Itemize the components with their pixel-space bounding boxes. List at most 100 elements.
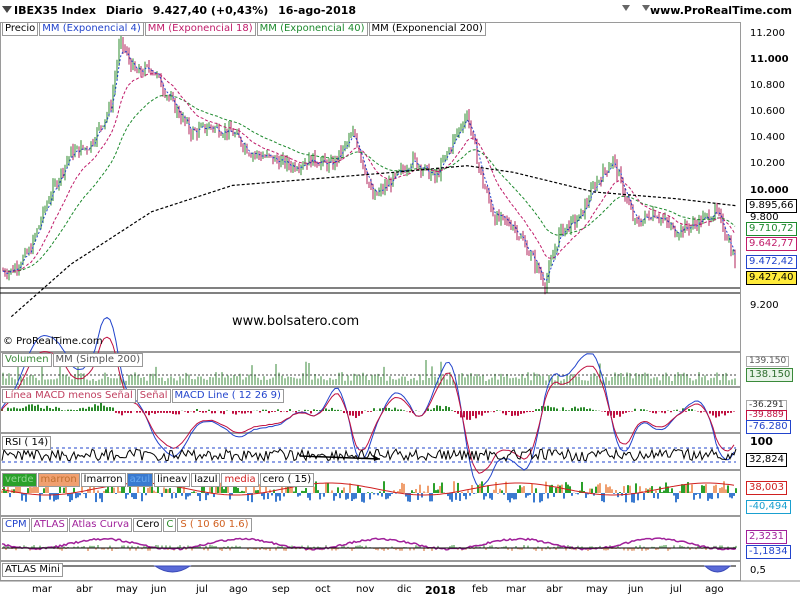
legend-azul[interactable]: azul — [126, 473, 154, 487]
legend-cero[interactable]: cero ( 15) — [259, 473, 315, 487]
legend-lineav[interactable]: lineav — [154, 473, 191, 487]
rsi-line — [1, 447, 737, 463]
x-label-abr: abr — [76, 584, 93, 595]
rainbow-panel-frame — [0, 470, 741, 516]
legend-mm18[interactable]: MM (Exponencial 18) — [144, 22, 256, 36]
legend-lazul[interactable]: lazul — [191, 473, 221, 487]
legend-atlas-mini[interactable]: ATLAS Mini — [2, 563, 63, 577]
legend-mm4[interactable]: MM (Exponencial 4) — [39, 22, 144, 36]
volume-value-mm: 139.150 — [746, 356, 790, 367]
site-label[interactable]: www.ProRealTime.com — [649, 4, 792, 17]
copyright-text: © ProRealTime.com — [3, 336, 103, 347]
rsi-legend: RSI ( 14) — [2, 436, 52, 450]
macd-panel-frame — [0, 387, 741, 433]
x-label-jul: jul — [196, 584, 208, 595]
x-label-mar: mar — [32, 584, 52, 595]
mm18-line — [2, 73, 736, 273]
y-tick-10800: 10.800 — [750, 80, 785, 91]
cpm-legend: CPM ATLAS Atlas Curva Cero C S ( 10 60 1.6) — [2, 518, 253, 532]
legend-cpm[interactable]: CPM — [2, 518, 30, 532]
legend-macd-line[interactable]: MACD Line ( 12 26 9) — [171, 389, 284, 403]
macd-legend: Línea MACD menos Señal Señal MACD Line ( 1… — [2, 389, 285, 403]
atlas-y-tick: 0,5 — [750, 565, 766, 576]
legend-rsi[interactable]: RSI ( 14) — [2, 436, 52, 450]
volume-value: 138.150 — [746, 368, 794, 382]
legend-volume-mm[interactable]: MM (Simple 200) — [52, 353, 144, 367]
y-tick-11200: 11.200 — [750, 28, 785, 39]
value-box-mm40: 9.710,72 — [746, 222, 797, 236]
legend-cero-cpm[interactable]: Cero — [133, 518, 163, 532]
atlas-curve-line — [1, 537, 737, 551]
x-label-dic: dic — [397, 584, 412, 595]
y-tick-9200: 9.200 — [750, 300, 779, 311]
mm40-line — [2, 95, 736, 272]
legend-atlas-curva[interactable]: Atlas Curva — [68, 518, 133, 532]
atlas-legend: ATLAS Mini — [2, 563, 64, 577]
rsi-y-tick-100: 100 — [750, 435, 773, 448]
price-legend: Precio MM (Exponencial 4) MM (Exponencial … — [2, 22, 487, 36]
period-label[interactable]: Diario — [105, 4, 143, 17]
symbol-label: IBEX35 Index — [14, 4, 96, 17]
arrow-head-icon — [373, 455, 380, 461]
x-label-ago: ago — [229, 584, 248, 595]
cpm-value-bottom: -1,1834 — [746, 545, 791, 559]
x-label-jun: jun — [151, 584, 167, 595]
rainbow-value-top: 38,003 — [746, 481, 787, 495]
legend-atlas[interactable]: ATLAS — [30, 518, 68, 532]
date-label: 16-ago-2018 — [278, 4, 357, 17]
rainbow-value-bottom: -40,494 — [746, 500, 791, 514]
legend-macd-hist[interactable]: Línea MACD menos Señal — [2, 389, 136, 403]
legend-c[interactable]: C — [163, 518, 177, 532]
header-bar: IBEX35 Index Diario 9.427,40 (+0,43%) 16… — [0, 0, 800, 22]
x-label-nov: nov — [356, 584, 375, 595]
legend-media[interactable]: media — [221, 473, 259, 487]
value-box-close: 9.427,40 — [746, 271, 797, 285]
y-tick-10400: 10.400 — [750, 132, 785, 143]
x-label-ago-2018: ago — [705, 584, 724, 595]
rsi-value: 32,824 — [746, 453, 787, 467]
rsi-panel-frame — [0, 433, 741, 470]
chart-canvas[interactable] — [0, 22, 800, 600]
atlas-mini-area — [153, 565, 192, 573]
instrument-title: IBEX35 Index Diario 9.427,40 (+0,43%) 16… — [14, 4, 362, 17]
x-label-may: may — [116, 584, 138, 595]
legend-mm40[interactable]: MM (Exponencial 40) — [256, 22, 368, 36]
cpm-value-top: 2,3231 — [746, 530, 787, 544]
x-label-may-2018: may — [586, 584, 608, 595]
macd-signal-line — [1, 336, 735, 474]
legend-mm200[interactable]: MM (Exponencial 200) — [368, 22, 486, 36]
collapse-icon[interactable] — [622, 5, 630, 11]
atlas-mini-area — [703, 565, 732, 573]
rsi-trend-arrow — [299, 455, 381, 460]
legend-marron[interactable]: marron — [37, 473, 80, 487]
rainbow-legend: verde marron lmarron azul lineav lazul media ce… — [2, 473, 315, 487]
legend-macd-signal[interactable]: Señal — [136, 389, 171, 403]
mm200-line — [10, 165, 737, 318]
watermark-text: www.bolsatero.com — [232, 314, 360, 329]
legend-price[interactable]: Precio — [2, 22, 39, 36]
legend-s[interactable]: S ( 10 60 1.6) — [177, 518, 252, 532]
x-label-jun-2018: jun — [628, 584, 644, 595]
legend-volume[interactable]: Volumen — [2, 353, 52, 367]
x-label-2018: 2018 — [425, 584, 456, 597]
expand-icon[interactable] — [642, 5, 650, 11]
legend-verde[interactable]: verde — [2, 473, 37, 487]
x-label-jul-2018: jul — [670, 584, 682, 595]
x-label-abr-2018: abr — [546, 584, 563, 595]
y-tick-11000: 11.000 — [750, 54, 789, 65]
x-label-oct: oct — [315, 584, 331, 595]
y-tick-9800: 9.800 — [750, 212, 779, 223]
value-box-mm18: 9.642,77 — [746, 237, 797, 251]
value-box-mm4: 9.472,42 — [746, 255, 797, 269]
x-label-sep: sep — [272, 584, 290, 595]
price-change-label: 9.427,40 (+0,43%) — [152, 4, 269, 17]
chevron-down-icon[interactable] — [2, 6, 12, 13]
value-box-mm200: 9.895,66 — [746, 199, 797, 213]
x-label-mar-2018: mar — [506, 584, 526, 595]
volume-panel-frame — [0, 352, 741, 387]
y-tick-10200: 10.200 — [750, 158, 785, 169]
x-label-feb: feb — [472, 584, 489, 595]
y-tick-10600: 10.600 — [750, 106, 785, 117]
legend-lmarron[interactable]: lmarron — [80, 473, 126, 487]
volume-legend: Volumen MM (Simple 200) — [2, 353, 144, 367]
